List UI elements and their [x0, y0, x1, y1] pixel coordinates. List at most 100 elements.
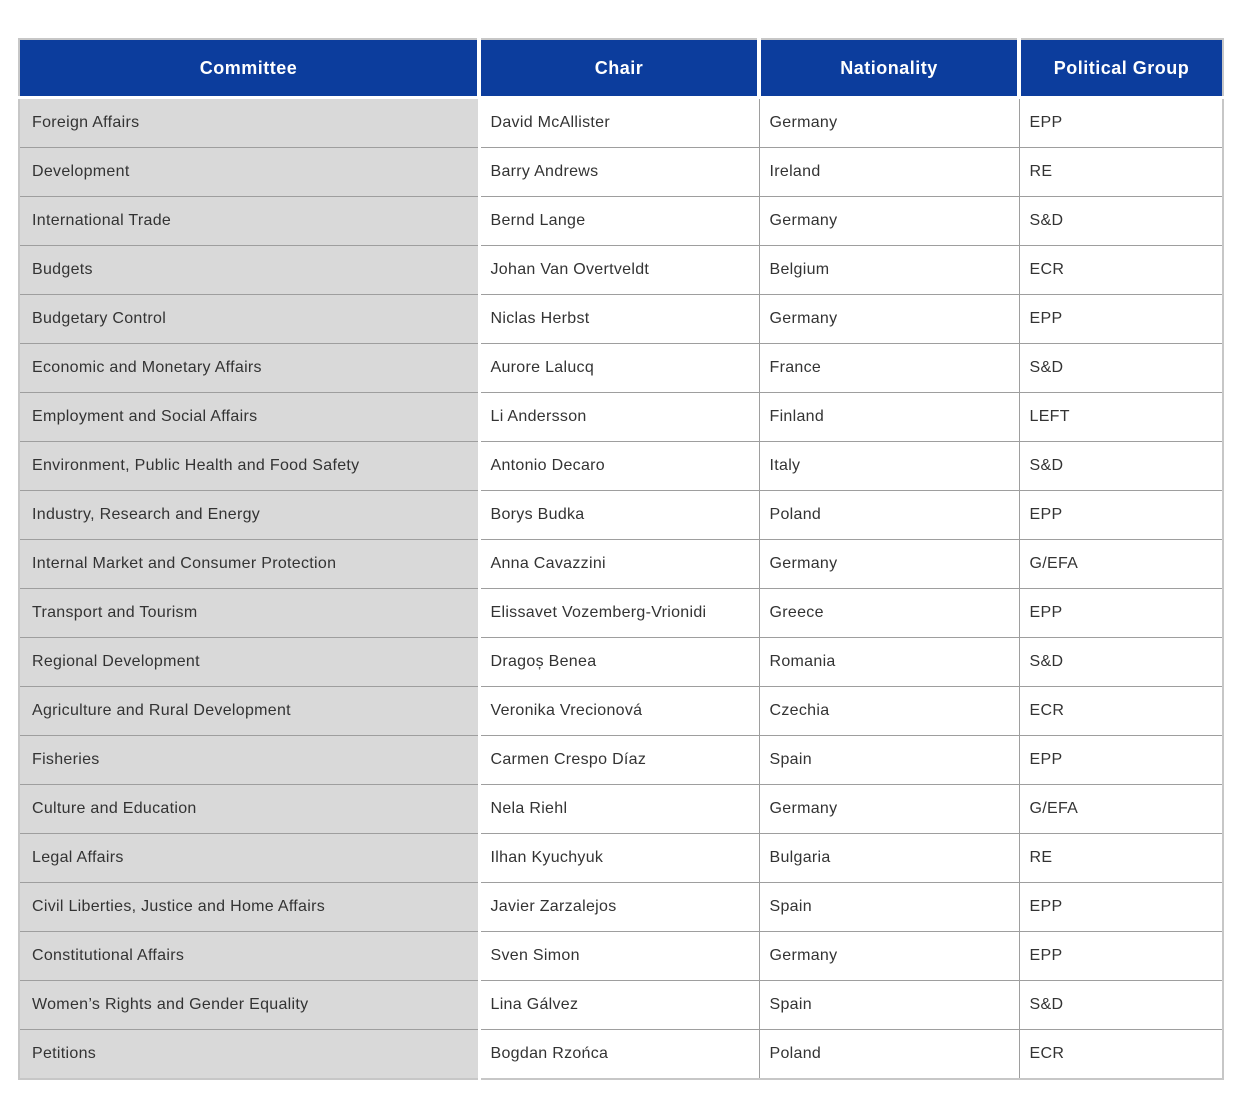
cell-nationality: France [758, 343, 1019, 393]
cell-committee: Environment, Public Health and Food Safe… [19, 441, 481, 491]
cell-committee: Culture and Education [19, 784, 481, 834]
column-header-nationality: Nationality [757, 39, 1019, 99]
cell-nationality: Germany [758, 97, 1019, 148]
table-body: Foreign Affairs David McAllister Germany EP… [19, 97, 1223, 1079]
cell-group: EPP [1018, 294, 1223, 344]
table-row: Civil Liberties, Justice and Home Affair… [19, 882, 1223, 932]
column-header-chair: Chair [477, 39, 759, 99]
cell-group: S&D [1018, 637, 1223, 687]
cell-committee: Budgetary Control [19, 294, 481, 344]
cell-chair: Dragoș Benea [479, 637, 759, 687]
cell-chair: Bernd Lange [479, 196, 759, 246]
cell-committee: Employment and Social Affairs [19, 392, 481, 442]
cell-nationality: Belgium [758, 245, 1019, 295]
cell-group: RE [1018, 147, 1223, 197]
cell-chair: Antonio Decaro [479, 441, 759, 491]
cell-committee: Constitutional Affairs [19, 931, 481, 981]
cell-committee: Industry, Research and Energy [19, 490, 481, 540]
cell-group: EPP [1018, 588, 1223, 638]
table-row: Employment and Social Affairs Li Andersso… [19, 392, 1223, 442]
table-row: Budgets Johan Van Overtveldt Belgium ECR [19, 245, 1223, 295]
cell-committee: Budgets [19, 245, 481, 295]
cell-chair: Sven Simon [479, 931, 759, 981]
cell-group: RE [1018, 833, 1223, 883]
cell-committee: Development [19, 147, 481, 197]
cell-chair: David McAllister [479, 97, 759, 148]
cell-committee: Regional Development [19, 637, 481, 687]
cell-chair: Li Andersson [479, 392, 759, 442]
committees-table: Committee Chair Nationality Political Gr… [18, 38, 1224, 1080]
cell-chair: Veronika Vrecionová [479, 686, 759, 736]
cell-committee: International Trade [19, 196, 481, 246]
table-row: Constitutional Affairs Sven Simon Germany E… [19, 931, 1223, 981]
table-row: Legal Affairs Ilhan Kyuchyuk Bulgaria RE [19, 833, 1223, 883]
cell-group: ECR [1018, 245, 1223, 295]
table-header: Committee Chair Nationality Political Gr… [19, 39, 1223, 99]
cell-chair: Bogdan Rzońca [479, 1029, 759, 1079]
table-row: Budgetary Control Niclas Herbst Germany EPP [19, 294, 1223, 344]
cell-chair: Johan Van Overtveldt [479, 245, 759, 295]
table-row: Petitions Bogdan Rzońca Poland ECR [19, 1029, 1223, 1079]
table-row: Agriculture and Rural Development Veronik… [19, 686, 1223, 736]
cell-group: S&D [1018, 980, 1223, 1030]
cell-committee: Legal Affairs [19, 833, 481, 883]
cell-committee: Foreign Affairs [19, 97, 481, 148]
cell-group: EPP [1018, 97, 1223, 148]
cell-chair: Ilhan Kyuchyuk [479, 833, 759, 883]
header-row: Committee Chair Nationality Political Gr… [19, 39, 1223, 99]
cell-nationality: Italy [758, 441, 1019, 491]
cell-chair: Borys Budka [479, 490, 759, 540]
cell-nationality: Greece [758, 588, 1019, 638]
cell-committee: Fisheries [19, 735, 481, 785]
cell-group: S&D [1018, 441, 1223, 491]
cell-nationality: Spain [758, 882, 1019, 932]
cell-committee: Women’s Rights and Gender Equality [19, 980, 481, 1030]
table-row: Development Barry Andrews Ireland RE [19, 147, 1223, 197]
cell-chair: Javier Zarzalejos [479, 882, 759, 932]
cell-group: S&D [1018, 343, 1223, 393]
table-row: Culture and Education Nela Riehl Germany G/… [19, 784, 1223, 834]
cell-nationality: Germany [758, 784, 1019, 834]
cell-nationality: Ireland [758, 147, 1019, 197]
table-row: Women’s Rights and Gender Equality Lina G… [19, 980, 1223, 1030]
cell-nationality: Spain [758, 735, 1019, 785]
cell-chair: Anna Cavazzini [479, 539, 759, 589]
cell-nationality: Romania [758, 637, 1019, 687]
table-row: Foreign Affairs David McAllister Germany EP… [19, 97, 1223, 148]
cell-nationality: Bulgaria [758, 833, 1019, 883]
cell-group: G/EFA [1018, 784, 1223, 834]
cell-chair: Aurore Lalucq [479, 343, 759, 393]
cell-group: S&D [1018, 196, 1223, 246]
cell-group: EPP [1018, 490, 1223, 540]
table-row: Regional Development Dragoș Benea Romania S… [19, 637, 1223, 687]
cell-chair: Elissavet Vozemberg-Vrionidi [479, 588, 759, 638]
table-row: Industry, Research and Energy Borys Budka… [19, 490, 1223, 540]
cell-chair: Carmen Crespo Díaz [479, 735, 759, 785]
column-header-political-group: Political Group [1017, 39, 1223, 99]
cell-nationality: Germany [758, 539, 1019, 589]
column-header-committee: Committee [19, 39, 479, 99]
cell-group: EPP [1018, 735, 1223, 785]
cell-group: LEFT [1018, 392, 1223, 442]
cell-nationality: Poland [758, 1029, 1019, 1079]
cell-committee: Petitions [19, 1029, 481, 1079]
cell-committee: Internal Market and Consumer Protection [19, 539, 481, 589]
cell-chair: Barry Andrews [479, 147, 759, 197]
cell-group: EPP [1018, 931, 1223, 981]
cell-group: EPP [1018, 882, 1223, 932]
cell-nationality: Germany [758, 294, 1019, 344]
cell-nationality: Germany [758, 196, 1019, 246]
cell-nationality: Spain [758, 980, 1019, 1030]
table-row: Environment, Public Health and Food Safe… [19, 441, 1223, 491]
cell-committee: Economic and Monetary Affairs [19, 343, 481, 393]
cell-chair: Nela Riehl [479, 784, 759, 834]
cell-nationality: Finland [758, 392, 1019, 442]
cell-nationality: Czechia [758, 686, 1019, 736]
table-row: Internal Market and Consumer Protection A… [19, 539, 1223, 589]
cell-nationality: Poland [758, 490, 1019, 540]
committees-table-container: Committee Chair Nationality Political Gr… [18, 38, 1224, 1080]
cell-chair: Niclas Herbst [479, 294, 759, 344]
cell-nationality: Germany [758, 931, 1019, 981]
table-row: International Trade Bernd Lange Germany S&D [19, 196, 1223, 246]
cell-committee: Agriculture and Rural Development [19, 686, 481, 736]
